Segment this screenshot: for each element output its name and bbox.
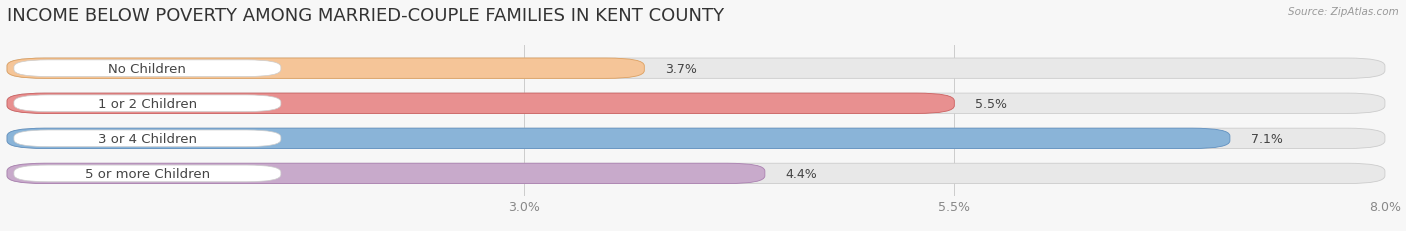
FancyBboxPatch shape [7, 94, 955, 114]
FancyBboxPatch shape [7, 129, 1230, 149]
Text: 1 or 2 Children: 1 or 2 Children [98, 97, 197, 110]
FancyBboxPatch shape [14, 165, 281, 182]
FancyBboxPatch shape [7, 164, 765, 184]
FancyBboxPatch shape [7, 94, 1385, 114]
FancyBboxPatch shape [14, 61, 281, 77]
Text: No Children: No Children [108, 62, 187, 75]
FancyBboxPatch shape [14, 131, 281, 147]
Text: 7.1%: 7.1% [1250, 132, 1282, 145]
Text: 4.4%: 4.4% [786, 167, 817, 180]
FancyBboxPatch shape [7, 59, 644, 79]
Text: 5 or more Children: 5 or more Children [84, 167, 209, 180]
Text: INCOME BELOW POVERTY AMONG MARRIED-COUPLE FAMILIES IN KENT COUNTY: INCOME BELOW POVERTY AMONG MARRIED-COUPL… [7, 7, 724, 25]
FancyBboxPatch shape [7, 164, 1385, 184]
FancyBboxPatch shape [14, 95, 281, 112]
FancyBboxPatch shape [7, 59, 1385, 79]
Text: Source: ZipAtlas.com: Source: ZipAtlas.com [1288, 7, 1399, 17]
Text: 5.5%: 5.5% [974, 97, 1007, 110]
Text: 3 or 4 Children: 3 or 4 Children [98, 132, 197, 145]
FancyBboxPatch shape [7, 129, 1385, 149]
Text: 3.7%: 3.7% [665, 62, 697, 75]
